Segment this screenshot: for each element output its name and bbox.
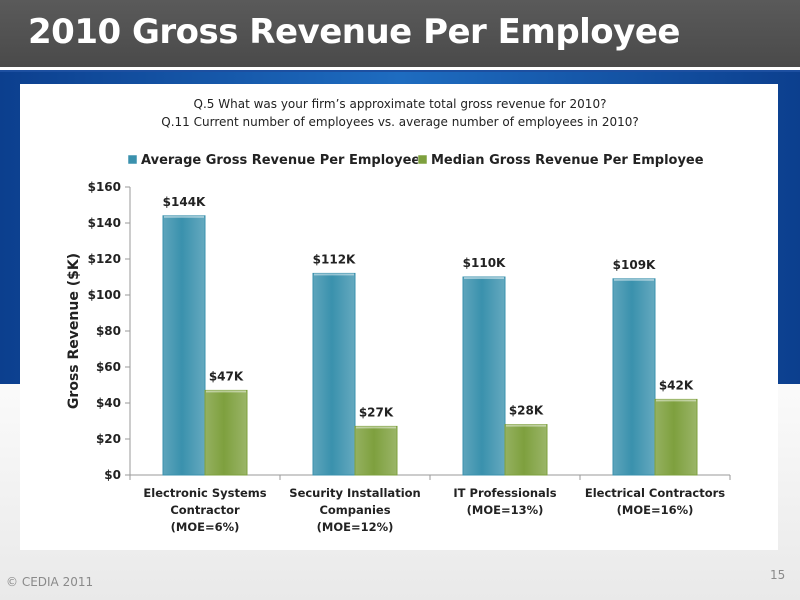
x-tick-label: Companies [319, 503, 390, 517]
bar [204, 389, 248, 476]
y-tick-label: $160 [88, 180, 121, 194]
page-number: 15 [770, 568, 786, 582]
legend-label: Average Gross Revenue Per Employee [141, 153, 420, 168]
x-tick-label: Electronic Systems [143, 486, 266, 500]
bar [462, 276, 506, 476]
bar-highlight [464, 277, 504, 279]
question-text-1: Q.5 What was your firm’s approximate tot… [193, 97, 607, 111]
bar-value-label: $27K [359, 405, 394, 419]
x-tick-label: Security Installation [289, 486, 420, 500]
bar-value-label: $42K [659, 378, 694, 392]
legend-swatch [127, 154, 138, 165]
bar-highlight [656, 399, 696, 402]
page-title: 2010 Gross Revenue Per Employee [28, 12, 680, 52]
bar [654, 398, 698, 476]
bar-highlight [164, 215, 204, 218]
bar-highlight [206, 390, 246, 393]
bar-highlight [356, 426, 396, 429]
bar-highlight [614, 278, 654, 281]
x-tick-label: IT Professionals [453, 486, 556, 500]
bar [612, 278, 656, 476]
y-tick-label: $0 [104, 468, 121, 482]
y-tick-label: $80 [96, 324, 121, 338]
question-text-2: Q.11 Current number of employees vs. ave… [161, 115, 639, 129]
x-tick-label: Contractor [170, 503, 240, 517]
bar-value-label: $144K [163, 195, 206, 209]
bar [312, 272, 356, 476]
y-tick-label: $100 [88, 288, 121, 302]
title-divider [0, 67, 800, 70]
bar [354, 425, 398, 476]
x-tick-label: (MOE=6%) [171, 520, 240, 534]
y-tick-label: $40 [96, 396, 121, 410]
legend-label: Median Gross Revenue Per Employee [431, 153, 704, 168]
x-tick-label: (MOE=13%) [467, 503, 544, 517]
bar-highlight [506, 424, 546, 427]
y-axis-title: Gross Revenue ($K) [66, 253, 82, 409]
title-accent-rule [0, 70, 800, 72]
x-tick-label: (MOE=12%) [317, 520, 394, 534]
bar [504, 424, 548, 476]
y-tick-label: $140 [88, 216, 121, 230]
y-tick-label: $120 [88, 252, 121, 266]
bar-value-label: $110K [463, 256, 506, 270]
bar-highlight [314, 273, 354, 276]
copyright-footer: © CEDIA 2011 [6, 575, 94, 589]
y-tick-label: $20 [96, 432, 121, 446]
bar-value-label: $112K [313, 252, 356, 266]
x-tick-label: Electrical Contractors [585, 486, 725, 500]
bar-value-label: $28K [509, 404, 544, 418]
bar [162, 215, 206, 476]
y-tick-label: $60 [96, 360, 121, 374]
bar-value-label: $109K [613, 258, 656, 272]
legend-swatch [417, 154, 428, 165]
x-tick-label: (MOE=16%) [617, 503, 694, 517]
title-bar: 2010 Gross Revenue Per Employee [0, 0, 800, 67]
bar-value-label: $47K [209, 369, 244, 383]
